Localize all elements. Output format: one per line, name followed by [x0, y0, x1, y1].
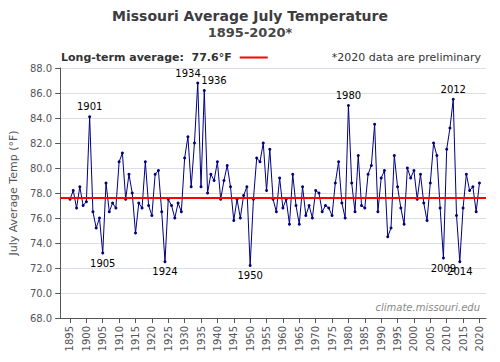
svg-text:Missouri Average July Temperat: Missouri Average July Temperature — [112, 8, 388, 24]
svg-text:1920: 1920 — [146, 326, 157, 351]
svg-text:1980: 1980 — [343, 326, 354, 351]
svg-text:2012: 2012 — [441, 84, 466, 95]
svg-text:1955: 1955 — [261, 326, 272, 351]
svg-text:1985: 1985 — [359, 326, 370, 351]
svg-text:climate.missouri.edu: climate.missouri.edu — [376, 302, 480, 313]
svg-text:1930: 1930 — [179, 326, 190, 351]
svg-text:1935: 1935 — [196, 326, 207, 351]
svg-text:2014: 2014 — [447, 266, 472, 277]
svg-text:1950: 1950 — [237, 270, 262, 281]
svg-text:2009: 2009 — [430, 262, 457, 274]
svg-text:74.0: 74.0 — [30, 238, 52, 249]
svg-text:1950: 1950 — [245, 326, 256, 351]
svg-text:2000: 2000 — [408, 326, 419, 351]
svg-text:1990: 1990 — [376, 326, 387, 351]
svg-text:84.0: 84.0 — [30, 113, 52, 124]
svg-text:1895-2020*: 1895-2020* — [208, 25, 293, 40]
svg-text:1905: 1905 — [90, 258, 115, 269]
svg-text:1945: 1945 — [228, 326, 239, 351]
svg-text:1915: 1915 — [130, 326, 141, 351]
svg-text:82.0: 82.0 — [30, 138, 52, 149]
svg-text:1905: 1905 — [97, 326, 108, 351]
svg-text:1895: 1895 — [64, 326, 75, 351]
svg-text:1965: 1965 — [294, 326, 305, 351]
svg-text:July Average Temp (°F): July Average Temp (°F) — [7, 130, 20, 256]
svg-text:Long-term average: 77.6°F: Long-term average: 77.6°F — [61, 51, 232, 64]
svg-text:88.0: 88.0 — [30, 63, 52, 74]
svg-text:1980: 1980 — [336, 90, 361, 101]
svg-text:1970: 1970 — [310, 326, 321, 351]
svg-text:1936: 1936 — [201, 75, 226, 86]
svg-text:70.0: 70.0 — [30, 288, 52, 299]
svg-text:1934: 1934 — [175, 68, 200, 79]
svg-text:68.0: 68.0 — [30, 313, 52, 324]
svg-text:1924: 1924 — [152, 266, 177, 277]
svg-text:2010: 2010 — [441, 326, 452, 351]
svg-text:78.0: 78.0 — [30, 188, 52, 199]
svg-text:1960: 1960 — [277, 326, 288, 351]
svg-text:*2020 data are preliminary: *2020 data are preliminary — [332, 51, 482, 64]
svg-text:86.0: 86.0 — [30, 88, 52, 99]
svg-text:1900: 1900 — [81, 326, 92, 351]
svg-text:2020: 2020 — [474, 326, 485, 351]
svg-text:72.0: 72.0 — [30, 263, 52, 274]
svg-text:1940: 1940 — [212, 326, 223, 351]
svg-text:2015: 2015 — [458, 326, 469, 351]
svg-text:1925: 1925 — [163, 326, 174, 351]
svg-text:1975: 1975 — [327, 326, 338, 351]
svg-text:2005: 2005 — [425, 326, 436, 351]
svg-text:1910: 1910 — [114, 326, 125, 351]
svg-text:1901: 1901 — [77, 101, 102, 112]
svg-text:1995: 1995 — [392, 326, 403, 351]
svg-text:80.0: 80.0 — [30, 163, 52, 174]
svg-text:76.0: 76.0 — [30, 213, 52, 224]
